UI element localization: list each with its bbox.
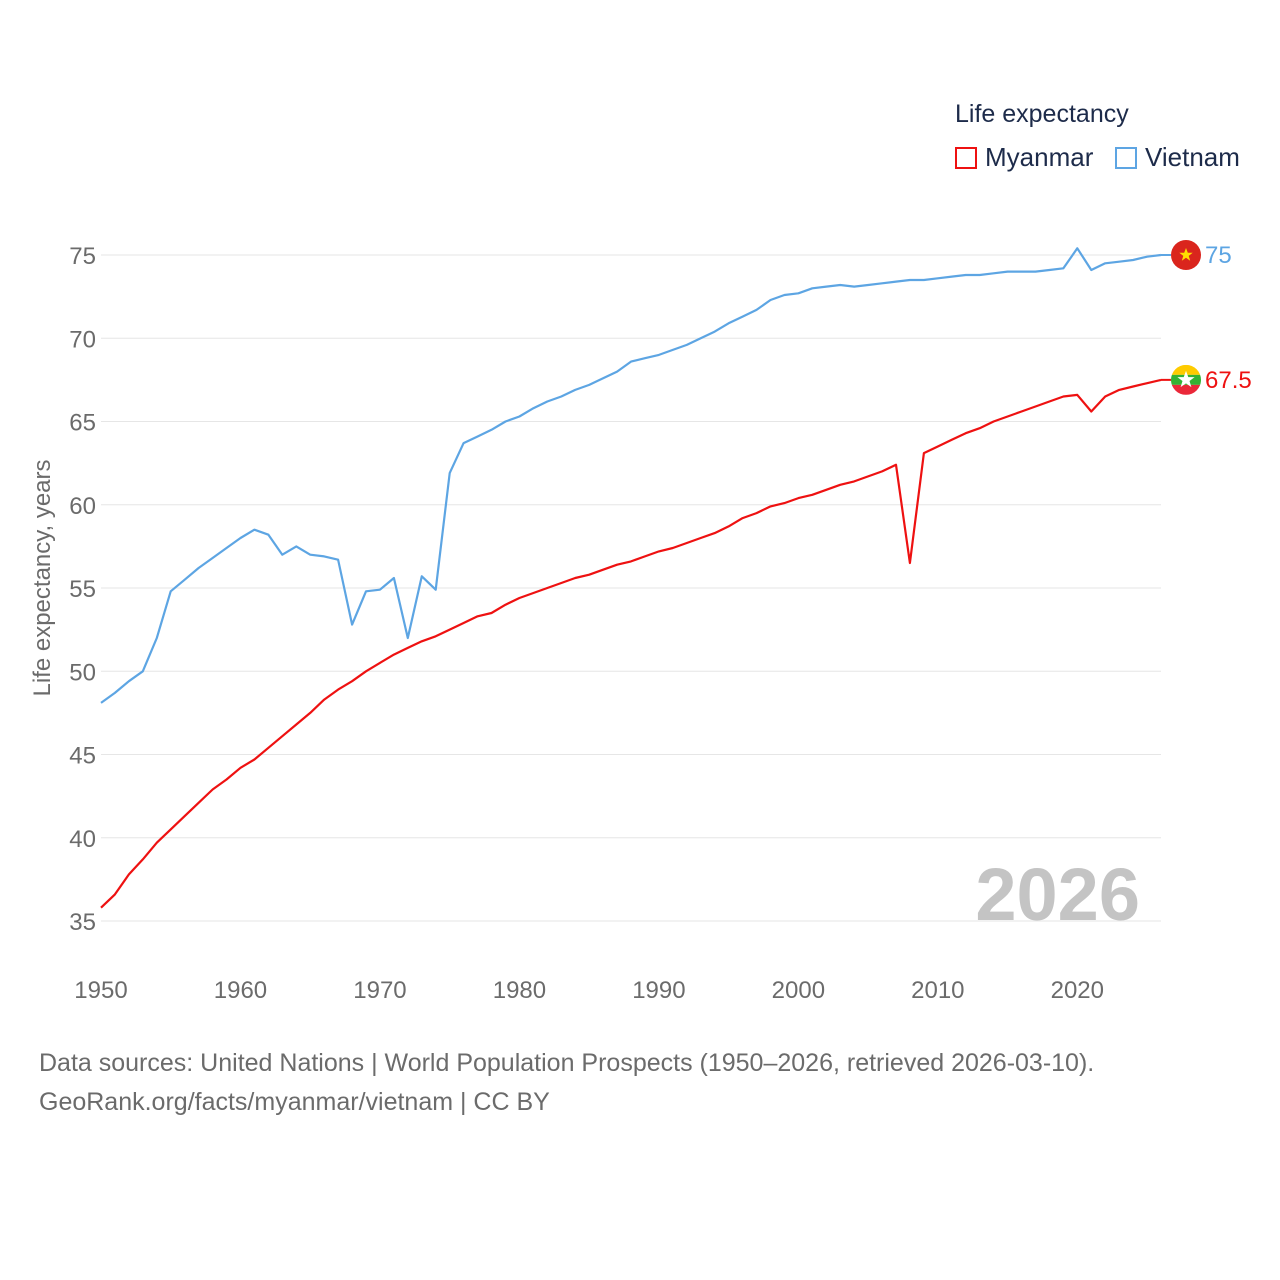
y-tick-label: 60 xyxy=(69,493,96,520)
legend-item-myanmar[interactable]: Myanmar xyxy=(955,142,1093,173)
vietnam-end-value: 75 xyxy=(1205,242,1232,269)
x-tick-label: 1980 xyxy=(493,977,546,1004)
y-tick-label: 35 xyxy=(69,909,96,936)
year-watermark: 2026 xyxy=(975,853,1140,936)
data-source-note: Data sources: United Nations | World Pop… xyxy=(39,1044,1094,1122)
myanmar-flag-yellow xyxy=(1171,364,1201,375)
series-line-vietnam[interactable] xyxy=(100,247,1162,704)
source-line-2[interactable]: GeoRank.org/facts/myanmar/vietnam | CC B… xyxy=(39,1088,550,1116)
y-axis-ticks: 35 40 45 50 55 60 65 70 75 xyxy=(69,243,96,936)
x-tick-label: 1960 xyxy=(214,977,267,1004)
myanmar-end-value: 67.5 xyxy=(1205,367,1252,394)
y-tick-label: 50 xyxy=(69,659,96,686)
series-line-myanmar[interactable] xyxy=(100,378,1162,909)
legend-swatch-vietnam xyxy=(1115,146,1137,169)
y-axis-label: Life expectancy, years xyxy=(29,459,56,696)
vietnam-flag-icon xyxy=(1171,240,1201,270)
x-axis-ticks: 1950 1960 1970 1980 1990 2000 2010 2020 xyxy=(74,977,1104,1004)
y-tick-label: 55 xyxy=(69,576,96,603)
y-tick-label: 70 xyxy=(69,326,96,353)
y-tick-label: 40 xyxy=(69,826,96,853)
series-lines xyxy=(100,247,1171,909)
legend-item-vietnam[interactable]: Vietnam xyxy=(1115,142,1240,173)
legend-label-myanmar: Myanmar xyxy=(985,142,1094,172)
myanmar-flag-icon xyxy=(1171,364,1201,395)
legend-label-vietnam: Vietnam xyxy=(1145,142,1240,172)
x-tick-label: 2010 xyxy=(911,977,964,1004)
y-tick-label: 45 xyxy=(69,743,96,770)
x-tick-label: 1950 xyxy=(74,977,127,1004)
y-tick-label: 75 xyxy=(69,243,96,270)
x-tick-label: 2020 xyxy=(1051,977,1104,1004)
y-tick-label: 65 xyxy=(69,410,96,437)
vietnam-flag-star xyxy=(1179,248,1193,261)
legend-title: Life expectancy xyxy=(955,100,1129,128)
x-tick-label: 1990 xyxy=(632,977,685,1004)
myanmar-flag-star xyxy=(1177,370,1195,388)
legend-swatch-myanmar xyxy=(955,146,977,169)
grid-lines xyxy=(101,254,1161,922)
myanmar-flag-red xyxy=(1171,384,1201,395)
x-tick-label: 1970 xyxy=(353,977,406,1004)
x-tick-label: 2000 xyxy=(772,977,825,1004)
source-line-1: Data sources: United Nations | World Pop… xyxy=(39,1049,1095,1077)
